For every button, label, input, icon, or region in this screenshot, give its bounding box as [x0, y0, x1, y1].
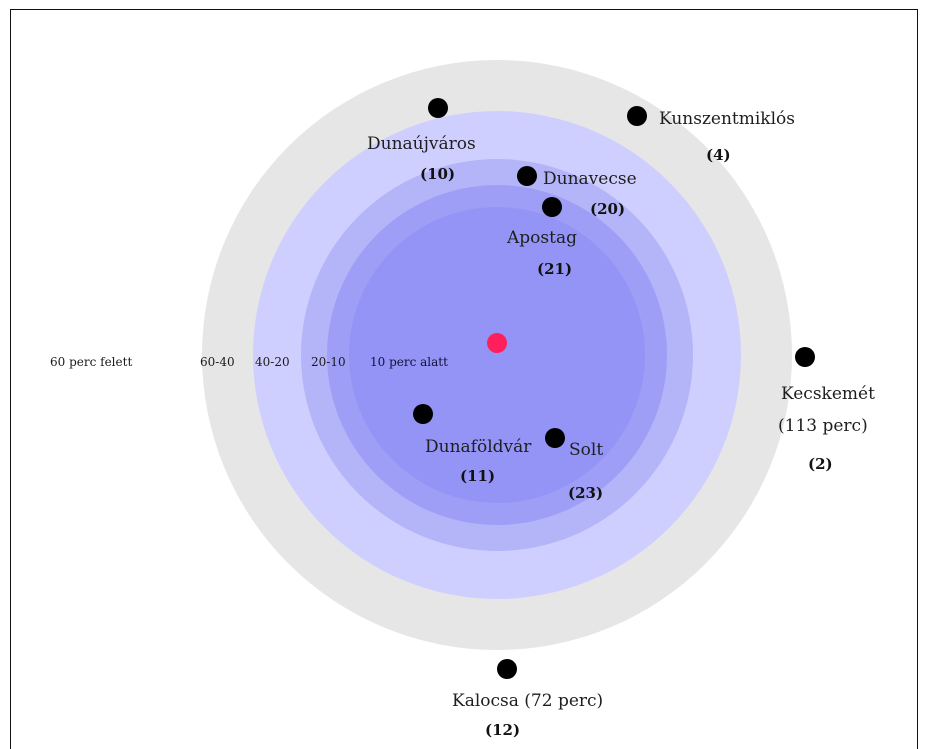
zone-label-10-under: 10 perc alatt [370, 355, 448, 369]
town-name-dunafoldvar: Dunaföldvár [425, 437, 532, 457]
town-name-apostag: Apostag [506, 228, 577, 248]
town-dot-apostag [542, 197, 562, 217]
town-dot-dunafoldvar [413, 404, 433, 424]
zone-label-20-10: 20-10 [311, 355, 346, 369]
town-time-kecskemet: (113 perc) [778, 416, 868, 436]
town-count-dunaujvaros: (10) [420, 165, 455, 183]
town-name-kalocsa: Kalocsa (72 perc) [452, 691, 603, 711]
town-count-dunavecse: (20) [590, 200, 625, 218]
town-dot-kunszentmiklos [627, 106, 647, 126]
town-dot-dunaujvaros [428, 98, 448, 118]
town-name-kunszentmiklos: Kunszentmiklós [659, 109, 795, 129]
town-dot-kalocsa [497, 659, 517, 679]
zone-label-60-40: 60-40 [200, 355, 235, 369]
town-count-dunafoldvar: (11) [460, 467, 495, 485]
town-name-kecskemet: Kecskemét [781, 384, 875, 404]
town-name-dunaujvaros: Dunaújváros [367, 134, 476, 154]
town-dot-dunavecse [517, 166, 537, 186]
town-name-dunavecse: Dunavecse [543, 169, 637, 189]
town-name-solt: Solt [569, 440, 603, 460]
center-point [487, 333, 507, 353]
town-count-kalocsa: (12) [485, 721, 520, 739]
town-dot-solt [545, 428, 565, 448]
town-count-kunszentmiklos: (4) [706, 146, 731, 164]
zone-label-40-20: 40-20 [255, 355, 290, 369]
town-count-solt: (23) [568, 484, 603, 502]
zone-label-60-plus: 60 perc felett [50, 355, 132, 369]
town-count-kecskemet: (2) [808, 455, 833, 473]
town-dot-kecskemet [795, 347, 815, 367]
town-count-apostag: (21) [537, 260, 572, 278]
zone-ring-10-under [349, 207, 645, 503]
